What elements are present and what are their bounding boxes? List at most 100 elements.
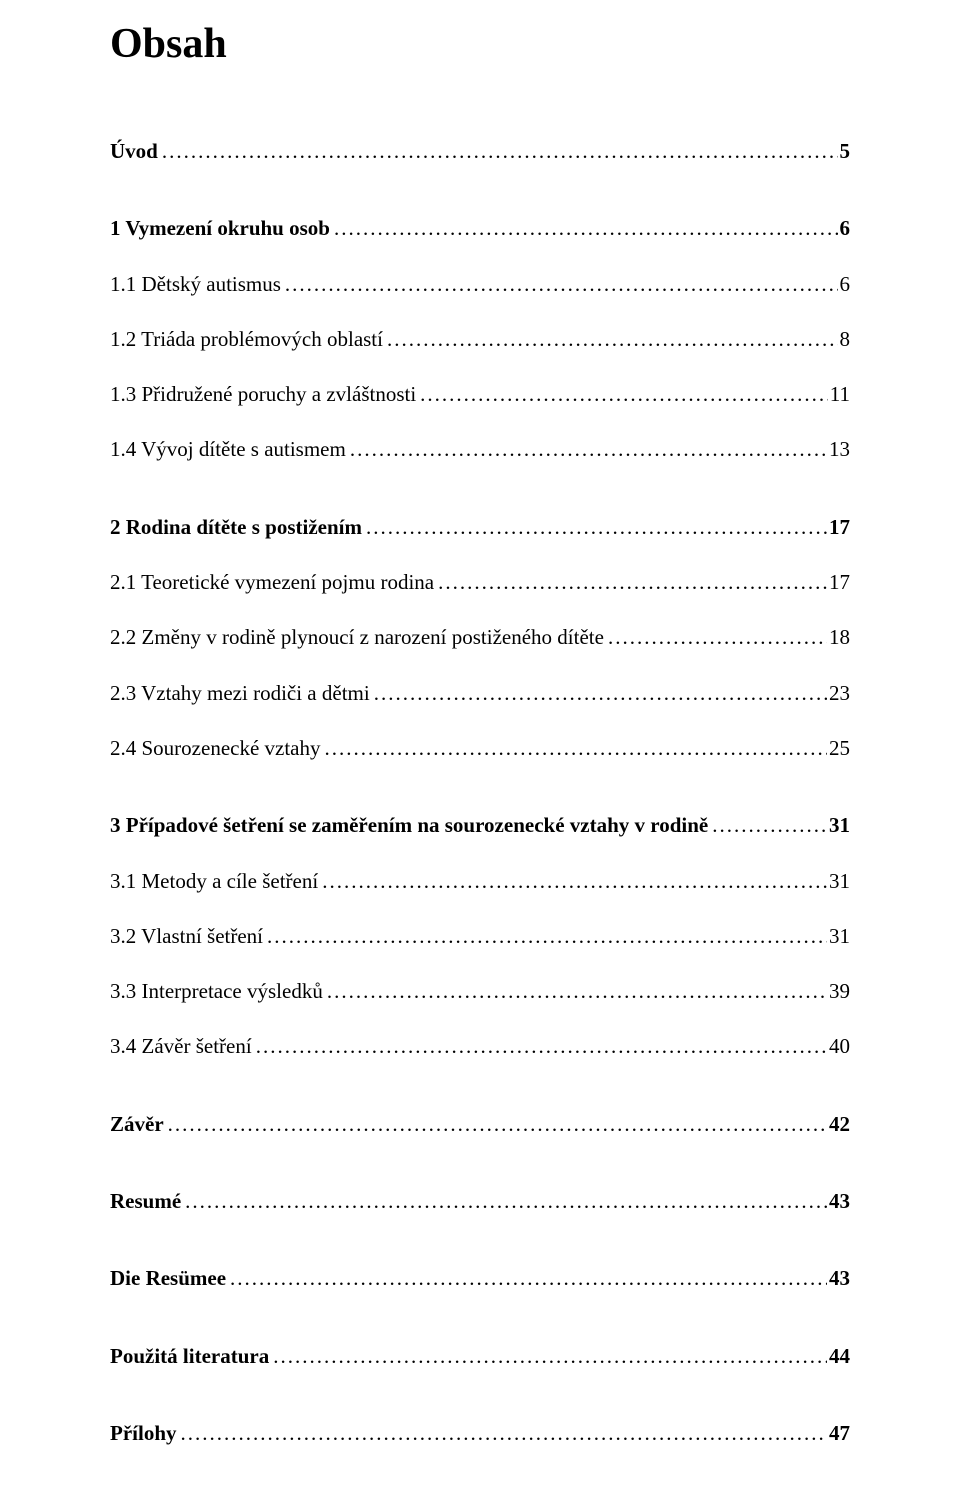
toc-entry-label: 1.1 Dětský autismus <box>110 271 281 298</box>
toc-entry-label: 2.4 Sourozenecké vztahy <box>110 735 321 762</box>
toc-entry-label: 1 Vymezení okruhu osob <box>110 215 330 242</box>
spacer <box>110 298 850 326</box>
toc-entry: 1.2 Triáda problémových oblastí ........… <box>110 326 850 353</box>
toc-entry-label: 2.3 Vztahy mezi rodiči a dětmi <box>110 680 370 707</box>
toc-leader-dots: ........................................… <box>164 1111 827 1138</box>
spacer <box>110 541 850 569</box>
toc-leader-dots: ........................................… <box>346 436 827 463</box>
spacer <box>110 1370 850 1420</box>
toc-entry-label: 3.2 Vlastní šetření <box>110 923 263 950</box>
toc-entry-page: 11 <box>828 381 850 408</box>
toc-entry-page: 6 <box>838 215 851 242</box>
spacer <box>110 408 850 436</box>
toc-entry: 2.3 Vztahy mezi rodiči a dětmi .........… <box>110 680 850 707</box>
spacer <box>110 1061 850 1111</box>
spacer <box>110 652 850 680</box>
toc-leader-dots: ........................................… <box>281 271 838 298</box>
toc-leader-dots: ........................................… <box>177 1420 828 1447</box>
toc-entry: 3.3 Interpretace výsledků ..............… <box>110 978 850 1005</box>
toc-leader-dots: ........................................… <box>330 215 838 242</box>
toc-entry: 2 Rodina dítěte s postižením ...........… <box>110 514 850 541</box>
toc-entry-page: 25 <box>827 735 850 762</box>
toc-entry: Úvod ...................................… <box>110 138 850 165</box>
toc-leader-dots: ........................................… <box>708 812 827 839</box>
toc-entry: 3.4 Závěr šetření ......................… <box>110 1033 850 1060</box>
spacer <box>110 1138 850 1188</box>
toc-entry-label: Přílohy <box>110 1420 177 1447</box>
spacer <box>110 1293 850 1343</box>
spacer <box>110 950 850 978</box>
toc-entry-label: Resumé <box>110 1188 181 1215</box>
spacer <box>110 1215 850 1265</box>
toc-entry-label: Úvod <box>110 138 158 165</box>
toc-entry-page: 17 <box>827 514 850 541</box>
toc-leader-dots: ........................................… <box>383 326 838 353</box>
toc-entry-page: 18 <box>827 624 850 651</box>
toc-entry-page: 40 <box>827 1033 850 1060</box>
toc-leader-dots: ........................................… <box>416 381 828 408</box>
toc-entry: 1.1 Dětský autismus ....................… <box>110 271 850 298</box>
toc-entry-label: 3.1 Metody a cíle šetření <box>110 868 318 895</box>
toc-entry-label: Použitá literatura <box>110 1343 269 1370</box>
toc-entry-page: 17 <box>827 569 850 596</box>
toc-entry-label: Závěr <box>110 1111 164 1138</box>
spacer <box>110 707 850 735</box>
toc-entry-label: Die Resümee <box>110 1265 226 1292</box>
toc-entry: 1.3 Přidružené poruchy a zvláštnosti ...… <box>110 381 850 408</box>
toc-entry-label: 3 Případové šetření se zaměřením na sour… <box>110 812 708 839</box>
page-title: Obsah <box>110 20 850 68</box>
toc-entry-page: 31 <box>827 868 850 895</box>
toc-entry-label: 2.1 Teoretické vymezení pojmu rodina <box>110 569 434 596</box>
spacer <box>110 464 850 514</box>
toc-entry-page: 43 <box>827 1188 850 1215</box>
toc-entry-page: 6 <box>838 271 851 298</box>
spacer <box>110 840 850 868</box>
toc-entry-label: 1.3 Přidružené poruchy a zvláštnosti <box>110 381 416 408</box>
toc-entry: 1 Vymezení okruhu osob .................… <box>110 215 850 242</box>
toc-leader-dots: ........................................… <box>370 680 827 707</box>
toc-entry: 1.4 Vývoj dítěte s autismem ............… <box>110 436 850 463</box>
toc-leader-dots: ........................................… <box>362 514 827 541</box>
toc-entry-page: 44 <box>827 1343 850 1370</box>
toc-entry-label: 2 Rodina dítěte s postižením <box>110 514 362 541</box>
toc-leader-dots: ........................................… <box>263 923 827 950</box>
toc-leader-dots: ........................................… <box>252 1033 827 1060</box>
spacer <box>110 353 850 381</box>
toc-leader-dots: ........................................… <box>181 1188 827 1215</box>
toc-entry-label: 2.2 Změny v rodině plynoucí z narození p… <box>110 624 604 651</box>
toc-entry-page: 23 <box>827 680 850 707</box>
spacer <box>110 895 850 923</box>
toc-entry: Die Resümee ............................… <box>110 1265 850 1292</box>
toc-entry-page: 31 <box>827 923 850 950</box>
table-of-contents: Úvod ...................................… <box>110 138 850 1447</box>
toc-entry-label: 3.3 Interpretace výsledků <box>110 978 323 1005</box>
toc-leader-dots: ........................................… <box>323 978 827 1005</box>
toc-entry-label: 3.4 Závěr šetření <box>110 1033 252 1060</box>
toc-entry-page: 39 <box>827 978 850 1005</box>
spacer <box>110 596 850 624</box>
toc-entry-label: 1.2 Triáda problémových oblastí <box>110 326 383 353</box>
toc-entry-page: 8 <box>838 326 851 353</box>
toc-entry: Použitá literatura .....................… <box>110 1343 850 1370</box>
toc-entry: 2.2 Změny v rodině plynoucí z narození p… <box>110 624 850 651</box>
toc-entry: 2.4 Sourozenecké vztahy ................… <box>110 735 850 762</box>
toc-leader-dots: ........................................… <box>226 1265 827 1292</box>
toc-entry: 2.1 Teoretické vymezení pojmu rodina ...… <box>110 569 850 596</box>
toc-entry-page: 42 <box>827 1111 850 1138</box>
toc-entry-page: 13 <box>827 436 850 463</box>
toc-leader-dots: ........................................… <box>604 624 827 651</box>
toc-entry-label: 1.4 Vývoj dítěte s autismem <box>110 436 346 463</box>
toc-leader-dots: ........................................… <box>318 868 827 895</box>
toc-leader-dots: ........................................… <box>158 138 838 165</box>
spacer <box>110 1005 850 1033</box>
toc-entry-page: 31 <box>827 812 850 839</box>
toc-leader-dots: ........................................… <box>321 735 827 762</box>
toc-entry: 3 Případové šetření se zaměřením na sour… <box>110 812 850 839</box>
toc-entry: Závěr ..................................… <box>110 1111 850 1138</box>
toc-entry: Resumé .................................… <box>110 1188 850 1215</box>
spacer <box>110 165 850 215</box>
toc-leader-dots: ........................................… <box>269 1343 827 1370</box>
toc-entry-page: 43 <box>827 1265 850 1292</box>
toc-entry: 3.1 Metody a cíle šetření ..............… <box>110 868 850 895</box>
toc-entry: 3.2 Vlastní šetření ....................… <box>110 923 850 950</box>
